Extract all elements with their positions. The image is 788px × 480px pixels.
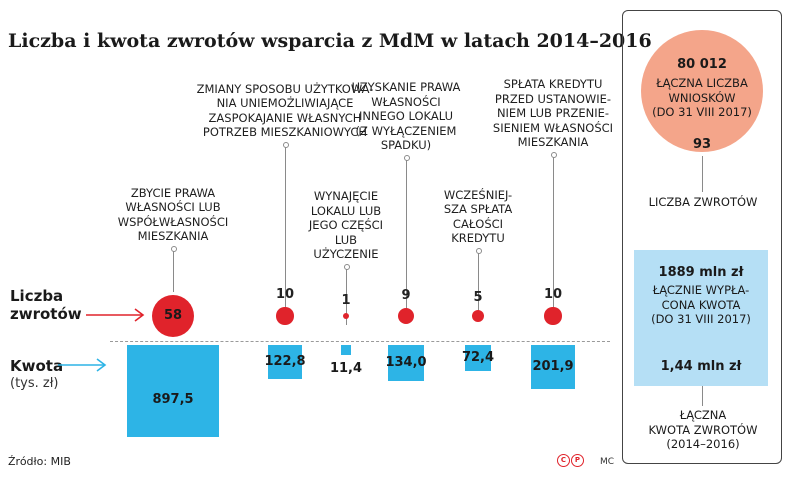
amount-bar xyxy=(267,345,302,380)
category-label-line: ZBYCIE PRAWA xyxy=(130,185,216,200)
category-leader-line xyxy=(551,152,557,312)
amount-row-unit: (tys. zł) xyxy=(10,376,59,391)
count-value: 10 xyxy=(275,287,295,303)
returns-count-label: LICZBA ZWROTÓW xyxy=(648,195,758,209)
returns-amount-leader xyxy=(702,386,703,406)
category-label: WCZEŚNIEJ- SZA SPŁATA CAŁOŚCI KREDYTU xyxy=(388,188,568,246)
summary-panel xyxy=(622,10,782,464)
copyright-p-icon: P xyxy=(571,454,584,467)
category-label-line: MIESZKANIA xyxy=(137,229,209,244)
category-leader-line xyxy=(404,155,410,315)
chart-title: Liczba i kwota zwrotów wsparcia z MdM w … xyxy=(8,30,652,52)
category-label-line: KREDYTU xyxy=(451,231,505,246)
count-arrow-icon xyxy=(86,308,145,322)
count-dot xyxy=(471,309,485,323)
payout-label-line-2: CONA KWOTA xyxy=(661,297,741,312)
applications-label-line-1: ŁĄCZNA LICZBA xyxy=(656,76,748,90)
count-value: 58 xyxy=(163,308,183,323)
category-label-line: SPADKU) xyxy=(380,138,432,153)
count-dot xyxy=(544,307,562,325)
category-label-line: UZYSKANIE PRAWA xyxy=(351,80,461,94)
returns-amount-value: 1,44 mln zł xyxy=(660,359,742,374)
amount-arrow-icon xyxy=(58,358,107,372)
category-label-line: UŻYCZENIE xyxy=(313,247,379,262)
payout-label: ŁĄCZNIE WYPŁA- CONA KWOTA (DO 31 VIII 20… xyxy=(634,283,768,327)
category-label-line: NIA UNIEMOŻLIWIAJĄCE xyxy=(216,96,354,111)
category-label-line: SIENIEM WŁASNOŚCI xyxy=(492,120,614,135)
category-label-line: WCZEŚNIEJ- xyxy=(443,187,513,202)
category-leader-line xyxy=(171,246,177,292)
count-value: 1 xyxy=(341,293,351,308)
category-label-line: NIEM LUB PRZENIE- xyxy=(496,106,610,121)
category-label-line: PRZED USTANOWIE- xyxy=(494,91,612,106)
payout-label-line-1: ŁĄCZNIE WYPŁA- xyxy=(652,283,750,297)
amount-value: 11,4 xyxy=(329,361,363,377)
category-label-line: WŁASNOŚCI xyxy=(371,94,441,109)
amount-value: 134,0 xyxy=(385,354,427,370)
category-label-line: LUB xyxy=(334,232,358,247)
category-leader-line xyxy=(344,264,350,325)
amount-bar xyxy=(340,345,352,356)
returns-count-leader xyxy=(702,156,703,192)
category-label-line: POTRZEB MIESZKANIOWYCH xyxy=(202,125,368,140)
amount-bar xyxy=(531,345,575,389)
category-leader-line xyxy=(283,142,289,312)
applications-label: ŁĄCZNA LICZBA WNIOSKÓW (DO 31 VIII 2017) xyxy=(641,76,763,120)
category-label-line: JEGO CZĘŚCI xyxy=(308,218,384,233)
category-label-line: MIESZKANIA xyxy=(517,135,589,150)
applications-value: 80 012 xyxy=(677,57,727,72)
category-leader-line xyxy=(476,248,482,318)
returns-amount-label-line-2: KWOTA ZWROTÓW xyxy=(648,422,758,437)
category-label-line: WYNAJĘCIE xyxy=(313,189,379,203)
count-row-label-line-2: zwrotów xyxy=(10,305,82,323)
category-label-line: WSPÓŁWŁASNOŚCI xyxy=(117,214,229,229)
returns-count-value: 93 xyxy=(692,137,712,152)
category-label-line: ZASPOKAJANIE WŁASNYCH xyxy=(208,110,362,125)
count-value: 5 xyxy=(473,289,483,305)
amount-bar xyxy=(127,345,219,437)
returns-amount-label-line-1: ŁĄCZNA xyxy=(679,408,727,422)
count-row-label-line-1: Liczba xyxy=(10,287,64,305)
applications-circle xyxy=(641,30,763,152)
category-label-line: ZMIANY SPOSOBU UŻYTKOWA- xyxy=(196,81,374,96)
chart-baseline xyxy=(110,341,610,342)
amount-bar xyxy=(388,345,424,381)
count-value: 9 xyxy=(401,287,411,303)
category-label-line: INNEGO LOKALU xyxy=(359,109,453,124)
category-label-line: WŁASNOŚCI LUB xyxy=(125,200,221,215)
category-label-line: SPŁATA KREDYTU xyxy=(503,77,603,91)
amount-bar xyxy=(464,345,492,372)
count-dot xyxy=(397,307,415,325)
amount-row-label: Kwota xyxy=(10,357,64,375)
returns-amount-label-line-3: (2014–2016) xyxy=(666,437,740,452)
category-label: WYNAJĘCIE LOKALU LUB JEGO CZĘŚCI LUB UŻYCZEN… xyxy=(256,189,436,262)
author-credit: MC xyxy=(600,457,615,467)
category-label-line: LOKALU LUB xyxy=(310,203,382,218)
count-dot xyxy=(152,295,194,337)
payout-label-line-3: (DO 31 VIII 2017) xyxy=(651,312,751,327)
returns-amount-label: ŁĄCZNA KWOTA ZWROTÓW (2014–2016) xyxy=(630,408,776,452)
category-label-line: (Z WYŁĄCZENIEM xyxy=(355,123,457,138)
category-label: ZBYCIE PRAWA WŁASNOŚCI LUB WSPÓŁWŁASNOŚCI M… xyxy=(83,186,263,244)
category-label: ZMIANY SPOSOBU UŻYTKOWA- NIA UNIEMOŻLIWIA… xyxy=(195,82,375,140)
category-label: SPŁATA KREDYTU PRZED USTANOWIE- NIEM LUB P… xyxy=(463,77,643,150)
amount-value: 201,9 xyxy=(532,358,574,374)
category-label: UZYSKANIE PRAWA WŁASNOŚCI INNEGO LOKALU (Z … xyxy=(316,80,496,153)
count-dot xyxy=(276,307,294,325)
amount-value: 122,8 xyxy=(264,354,306,369)
applications-label-line-3: (DO 31 VIII 2017) xyxy=(652,105,752,120)
payout-value: 1889 mln zł xyxy=(658,265,744,280)
count-row-label: Liczba zwrotów xyxy=(10,287,82,323)
category-label-line: SZA SPŁATA xyxy=(443,202,513,217)
amount-value: 72,4 xyxy=(461,350,495,366)
payout-box xyxy=(634,250,768,386)
category-label-line: CAŁOŚCI xyxy=(452,216,504,231)
source-note: Źródło: MIB xyxy=(8,455,71,468)
count-value: 10 xyxy=(543,287,563,303)
amount-value: 897,5 xyxy=(152,392,194,408)
applications-label-line-2: WNIOSKÓW xyxy=(668,90,736,105)
copyright-c-icon: C xyxy=(557,454,570,467)
count-dot xyxy=(343,313,349,319)
